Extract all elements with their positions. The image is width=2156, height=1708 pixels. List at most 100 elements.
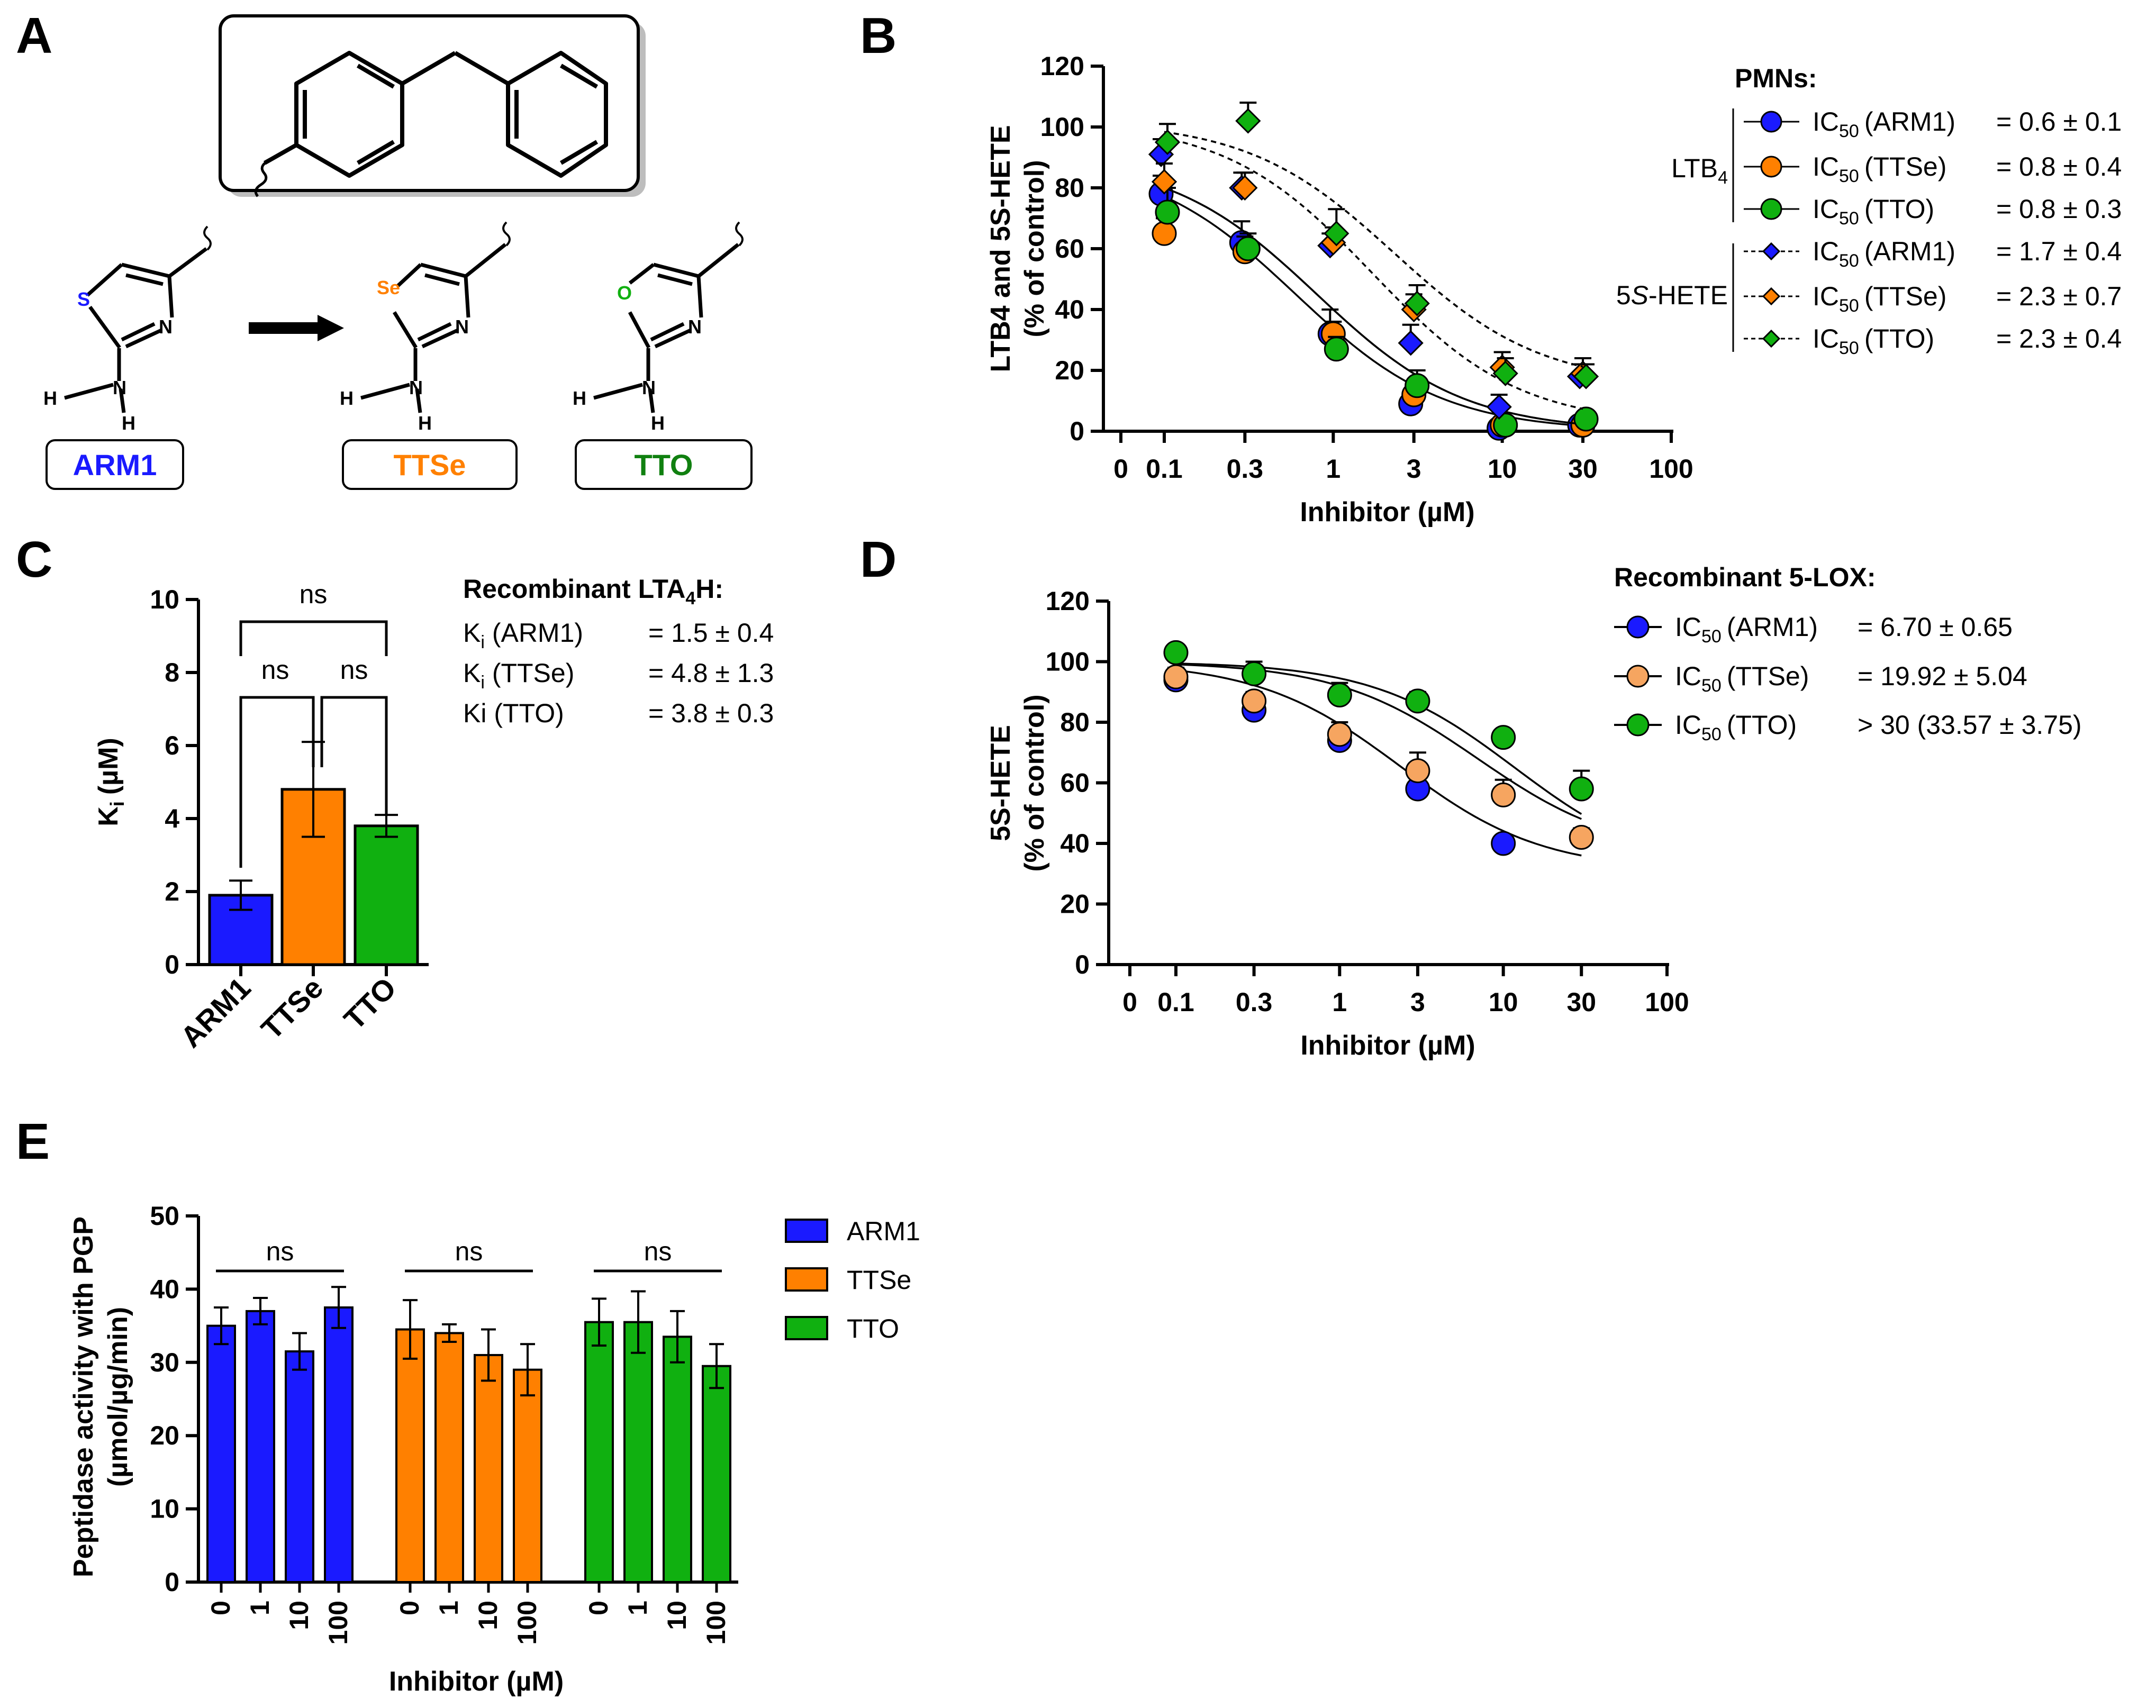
legend-ic: IC [1813,152,1839,181]
panel-label-e: E [16,1113,50,1170]
legend-ic: IC [1675,661,1701,691]
legend-label: IC50 (TTSe) [1675,661,1809,696]
x-tick-label: ARM1 [174,971,257,1054]
data-point [1324,221,1349,247]
legend-ic-sub: 50 [1839,121,1859,141]
x-tick-label: 10 [1489,987,1518,1017]
data-point [1232,175,1258,201]
data-point [1324,337,1349,362]
legend-label: TTSe [847,1265,911,1295]
significance-label: ns [261,655,289,685]
legend-title: Recombinant 5-LOX: [1614,562,1876,592]
x-tick-label: 1 [245,1601,275,1615]
y-tick-label: 60 [1060,768,1090,798]
x-tick-label: 1 [434,1601,464,1615]
legend-label: ARM1 [847,1216,920,1246]
legend-ic50-value: = 2.3 ± 0.7 [1996,281,2122,311]
y-axis-title-k: K [93,806,124,826]
x-tick-label: 30 [1568,454,1598,484]
y-tick-label: 50 [150,1201,179,1231]
info-row-label: Ki (TTSe) [463,658,574,693]
ttse-amine-h2: H [418,412,432,434]
data-point [1242,661,1267,686]
fit-curve-(TTO) [1175,662,1582,815]
legend-ic50-value: = 0.8 ± 0.3 [1996,194,2122,224]
compound-label-tto: TTO [575,439,753,490]
data-point [1573,364,1599,389]
info-title-text: H: [695,574,723,604]
bar [206,1324,236,1584]
x-tick-label: 0.1 [1157,987,1194,1017]
legend-compound: (TTO) [1864,324,1934,353]
info-row-label: Ki (ARM1) [463,618,583,652]
arm1-amine-nitrogen: N [113,377,126,398]
legend-ic-sub: 50 [1839,338,1859,358]
legend-ic50-value: > 30 (33.57 ± 3.75) [1858,710,2082,740]
data-point [1486,394,1512,420]
y-tick-label: 20 [1060,889,1090,919]
info-k: K [463,618,481,648]
data-point [1491,725,1516,750]
info-compound: (TTSe) [485,658,574,688]
legend-marker [1626,665,1650,688]
legend-group-hete: 5S-HETE [1616,280,1728,310]
tto-amine-h1: H [573,387,586,409]
x-tick-label: 1 [623,1601,653,1615]
x-tick-label: 100 [1645,987,1689,1017]
bar [623,1321,653,1583]
info-k-sub: i [481,632,485,652]
data-point [1163,640,1189,665]
y-tick-label: 2 [165,877,179,906]
y-tick-label: 40 [1055,295,1084,324]
y-axis-title-1: 5S-HETE [985,725,1016,841]
info-row-value: = 3.8 ± 0.3 [648,698,774,728]
ttse-selenium-atom: Se [377,277,400,298]
tto-oxygen-atom: O [617,282,632,304]
y-tick-label: 120 [1040,51,1084,81]
legend-swatch [785,1267,828,1292]
data-point [1235,236,1261,261]
significance-bracket [320,696,388,815]
legend-compound: (TTSe) [1864,152,1947,181]
legend-ic: IC [1675,612,1701,642]
y-axis-title-unit: (µM) [93,738,124,795]
data-point [1491,782,1516,807]
x-axis-title: Inhibitor (µM) [1300,497,1474,528]
x-tick-label: TTSe [255,971,329,1046]
data-point [1492,360,1518,386]
significance-bracket [239,696,315,868]
data-point [1405,758,1430,784]
bar [513,1368,542,1583]
info-row-value: = 4.8 ± 1.3 [648,658,774,688]
y-tick-label: 20 [150,1421,179,1450]
legend-ic50-value: = 0.6 ± 0.1 [1996,107,2122,137]
x-axis-title: Inhibitor (µM) [1300,1030,1475,1061]
legend-ic50-value: = 1.7 ± 0.4 [1996,237,2122,266]
legend-swatch [785,1219,828,1243]
compound-name-arm1: ARM1 [73,448,157,481]
y-tick-label: 30 [150,1348,179,1377]
legend-label: IC50 (TTSe) [1813,281,1946,316]
bar [474,1353,503,1583]
x-tick-label: 3 [1410,987,1425,1017]
tto-amine-h2: H [651,412,665,434]
x-tick-label: 3 [1407,454,1421,484]
fit-curve-5S-HETE-(TTO) [1164,131,1583,368]
x-tick-label: 10 [284,1601,314,1630]
panel-a-substituent-box [219,14,646,197]
arm1-nitrogen-atom: N [159,316,173,338]
bar [324,1306,354,1583]
arrow-icon [249,315,344,341]
benzylphenyl-structure [254,51,608,197]
y-axis-title-2: (µmol/µg/min) [103,1307,133,1487]
ttse-amine-nitrogen: N [409,377,423,398]
data-point [1235,108,1261,134]
chart-d: 0 20 40 60 80 100 120 0 0.1 0.3 1 3 10 30 100 Inhibitor… [985,562,2082,1061]
y-tick-label: 100 [1046,647,1090,677]
x-tick-label: 0 [206,1601,235,1615]
data-point [1493,413,1518,438]
y-axis-title-sub: i [106,801,128,806]
group-label: 5 [1616,280,1631,310]
legend-marker [1762,329,1781,348]
info-compound: (ARM1) [485,618,583,648]
